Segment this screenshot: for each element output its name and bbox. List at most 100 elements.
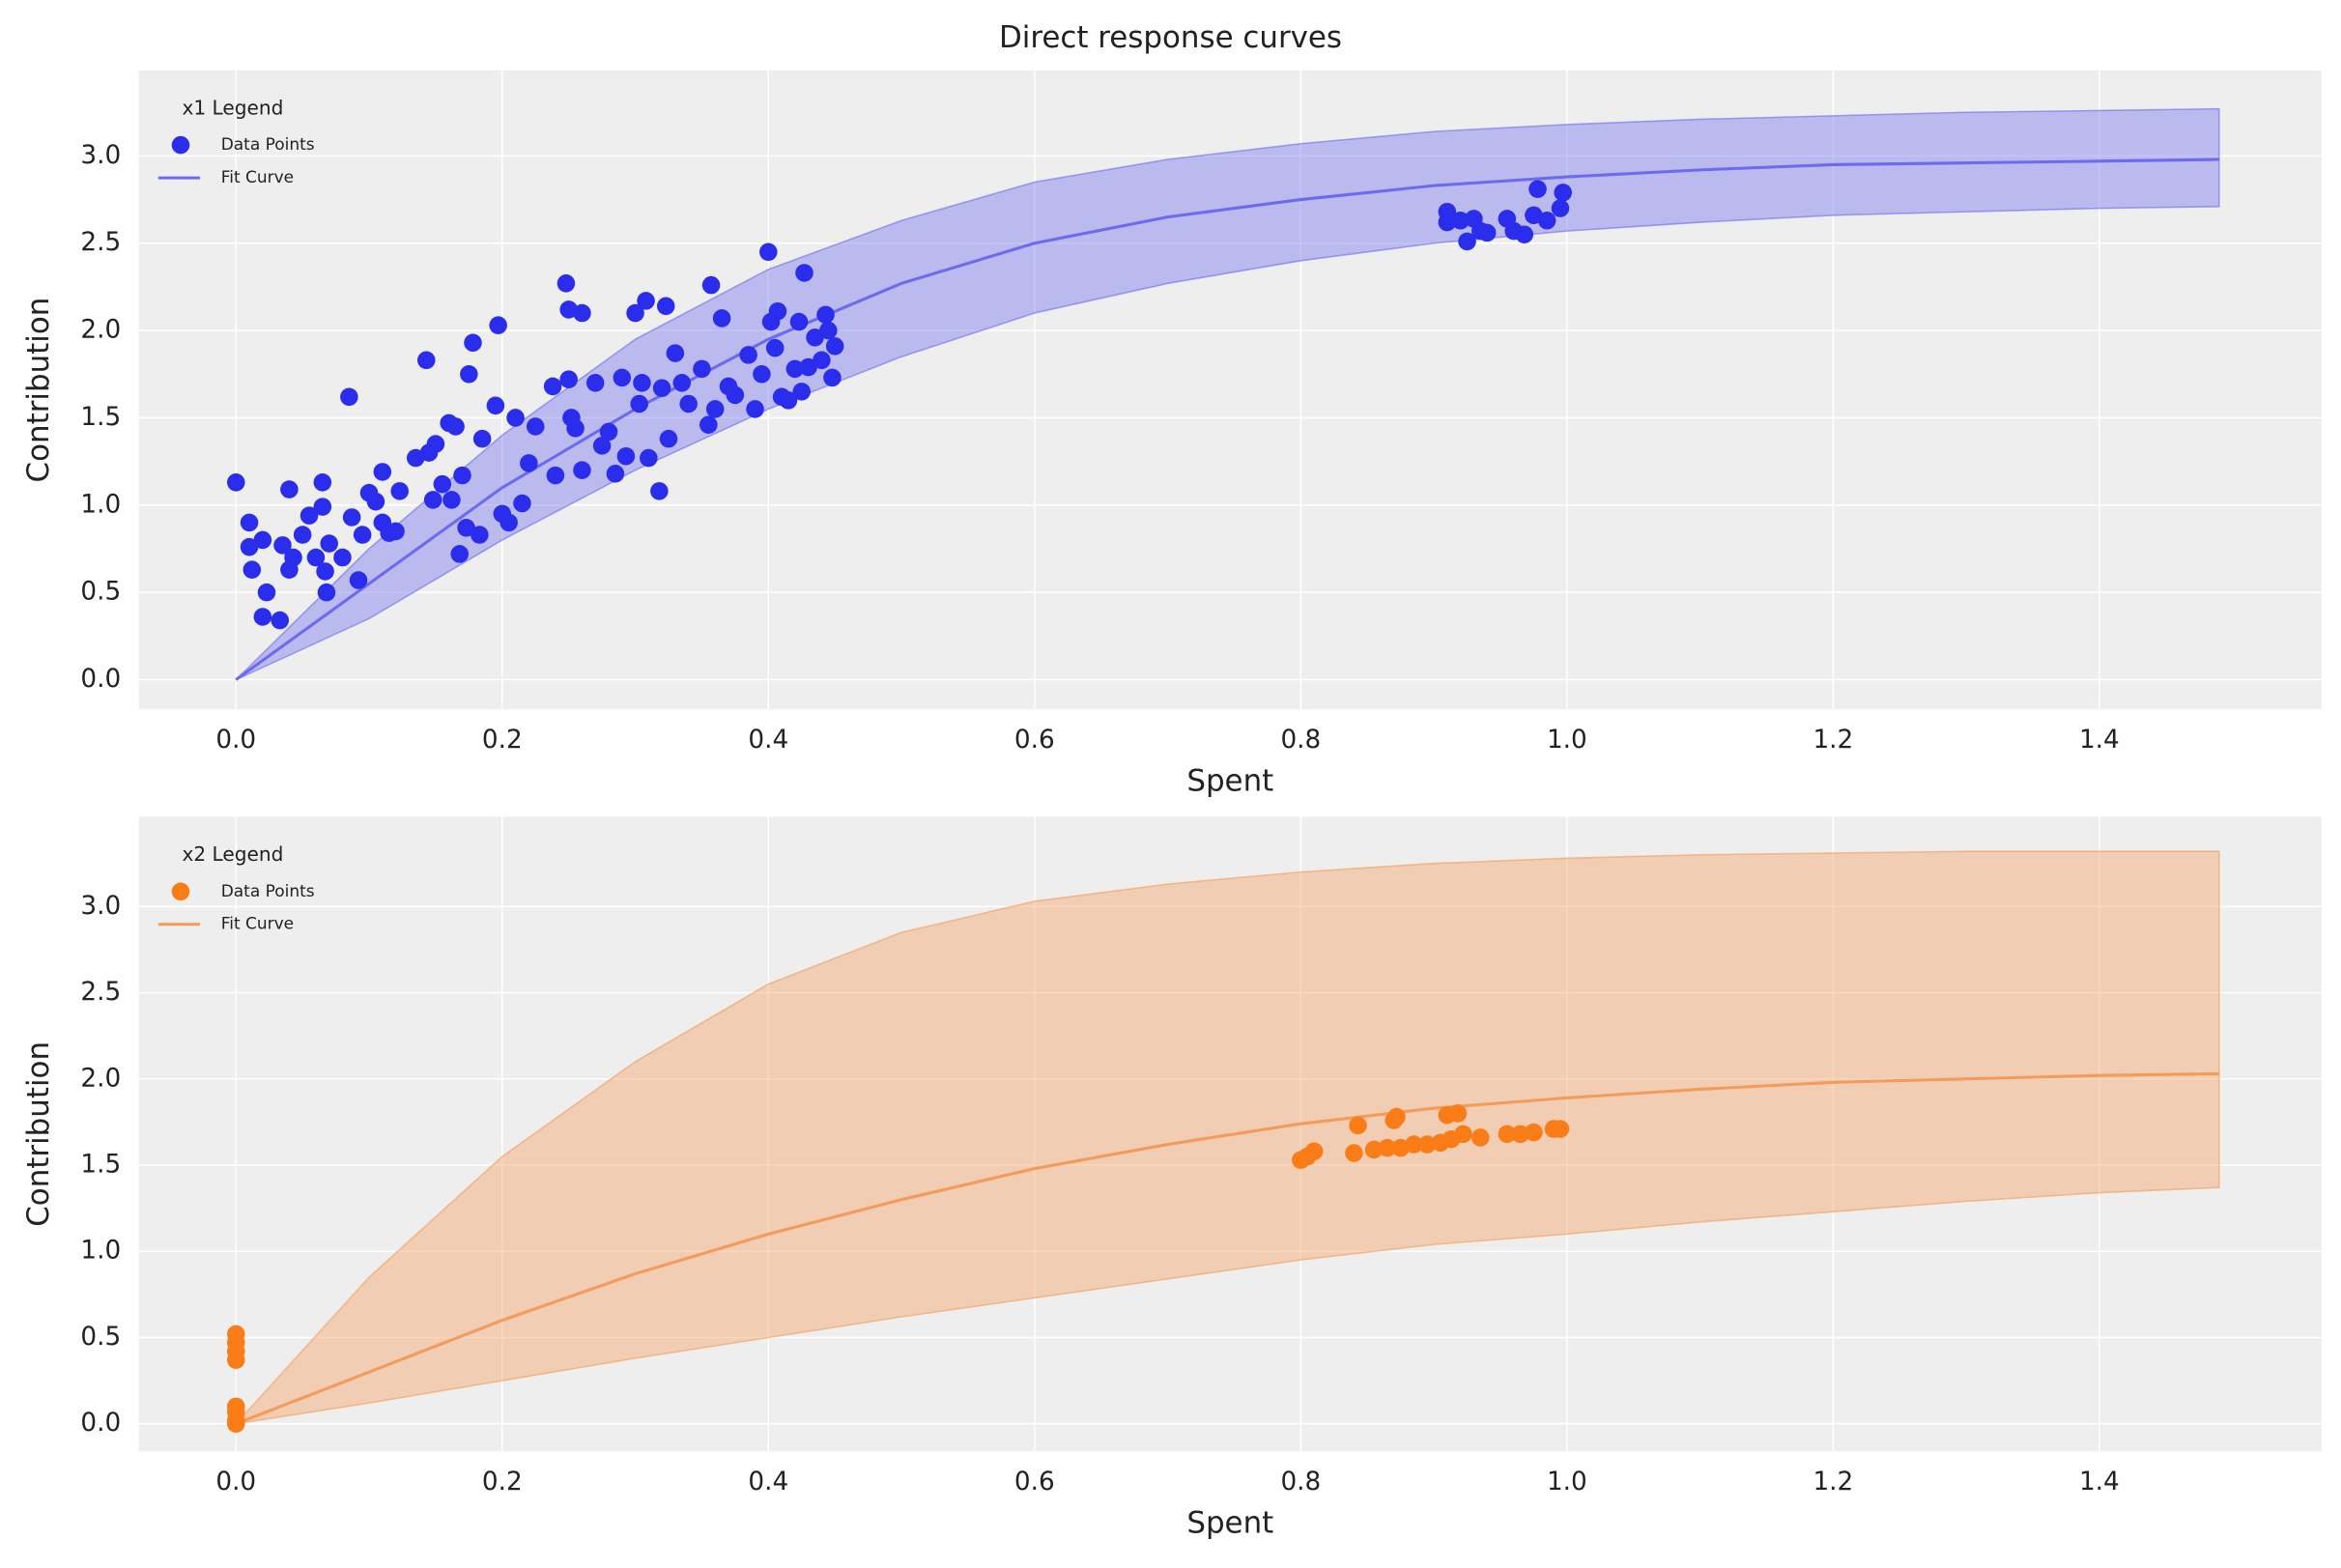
data-point	[227, 1325, 245, 1344]
data-point	[464, 333, 482, 353]
data-point	[739, 346, 757, 364]
y-tick-label: 0.0	[80, 1409, 121, 1438]
data-point	[453, 466, 471, 485]
legend-entry: Fit Curve	[221, 915, 294, 934]
data-point	[753, 365, 771, 384]
data-point	[546, 466, 565, 485]
data-point	[306, 548, 326, 567]
data-point	[585, 374, 605, 392]
legend-entry: Fit Curve	[221, 168, 294, 187]
data-point	[789, 312, 809, 331]
fit-curve	[235, 157, 2219, 681]
data-point	[823, 368, 842, 387]
data-point	[240, 513, 259, 532]
data-point	[416, 351, 436, 370]
data-point	[280, 480, 299, 499]
x-tick-label: 1.2	[1813, 1468, 1853, 1497]
x-tick-label: 0.4	[748, 726, 788, 755]
legend-title: x1 Legend	[183, 97, 284, 120]
y-tick-label: 2.0	[80, 316, 121, 345]
data-point	[701, 275, 721, 295]
data-point	[317, 583, 336, 602]
data-point	[679, 394, 698, 413]
data-point	[599, 422, 618, 442]
data-point	[768, 301, 787, 321]
data-point	[472, 429, 492, 448]
data-point	[1525, 1123, 1543, 1142]
data-point	[659, 429, 678, 448]
data-point	[227, 1397, 245, 1416]
data-point	[1554, 184, 1572, 202]
legend-title: x2 Legend	[183, 842, 284, 866]
data-point	[613, 368, 632, 387]
data-point	[637, 292, 655, 310]
x-tick-label: 1.0	[1547, 1468, 1587, 1497]
y-axis-label: Contribution	[21, 1041, 56, 1227]
data-point	[390, 482, 409, 500]
data-point	[726, 385, 745, 405]
data-point	[373, 463, 392, 481]
y-tick-label: 0.5	[80, 578, 121, 607]
data-point	[227, 473, 245, 492]
data-point	[1515, 225, 1534, 243]
data-point	[1458, 232, 1476, 251]
x-tick-label: 0.6	[1014, 1468, 1055, 1497]
data-point	[825, 337, 844, 356]
data-point	[520, 454, 538, 472]
data-point	[1498, 1125, 1517, 1144]
data-point	[486, 396, 505, 415]
data-point	[426, 435, 445, 453]
data-point	[712, 309, 731, 328]
data-point	[526, 417, 545, 436]
data-point	[705, 400, 725, 418]
data-point	[1349, 1116, 1367, 1135]
data-point	[813, 351, 831, 370]
credible-band	[235, 107, 2220, 681]
legend-marker	[171, 135, 190, 155]
data-point	[630, 394, 648, 413]
data-point	[1477, 223, 1497, 242]
data-point	[573, 303, 591, 323]
data-point	[656, 297, 675, 316]
data-point	[313, 473, 332, 492]
y-axis-label: Contribution	[21, 298, 56, 483]
data-point	[446, 417, 465, 436]
x-tick-label: 1.2	[1813, 726, 1853, 755]
data-point	[819, 321, 838, 340]
data-point	[443, 491, 461, 509]
data-point	[349, 571, 368, 589]
data-point	[1364, 1140, 1384, 1159]
data-point	[1438, 213, 1457, 232]
x-tick-label: 0.8	[1280, 1468, 1321, 1497]
data-point	[1345, 1144, 1363, 1162]
data-point	[253, 608, 272, 626]
data-point	[1511, 1125, 1529, 1144]
legend-entry: Data Points	[221, 882, 315, 901]
data-point	[1528, 180, 1547, 199]
data-point	[759, 242, 778, 262]
data-point	[746, 400, 764, 418]
data-point	[253, 530, 272, 550]
data-point	[500, 513, 518, 532]
data-point	[626, 303, 644, 323]
data-point	[1387, 1107, 1406, 1126]
data-point	[672, 374, 692, 392]
data-point	[240, 537, 259, 556]
y-tick-label: 2.5	[80, 228, 121, 257]
data-point	[795, 264, 814, 282]
x-tick-label: 0.0	[215, 1468, 256, 1497]
data-point	[693, 359, 711, 379]
data-point	[765, 338, 785, 357]
data-point	[243, 560, 262, 579]
y-tick-label: 3.0	[80, 141, 121, 170]
data-point	[640, 448, 658, 468]
data-point	[792, 383, 812, 401]
data-point	[423, 491, 443, 509]
figure-title: Direct response curves	[999, 20, 1342, 55]
y-tick-label: 1.5	[80, 1150, 121, 1179]
data-point	[606, 465, 625, 483]
data-point	[1448, 1104, 1468, 1123]
data-point	[386, 522, 405, 541]
data-point	[543, 377, 562, 396]
